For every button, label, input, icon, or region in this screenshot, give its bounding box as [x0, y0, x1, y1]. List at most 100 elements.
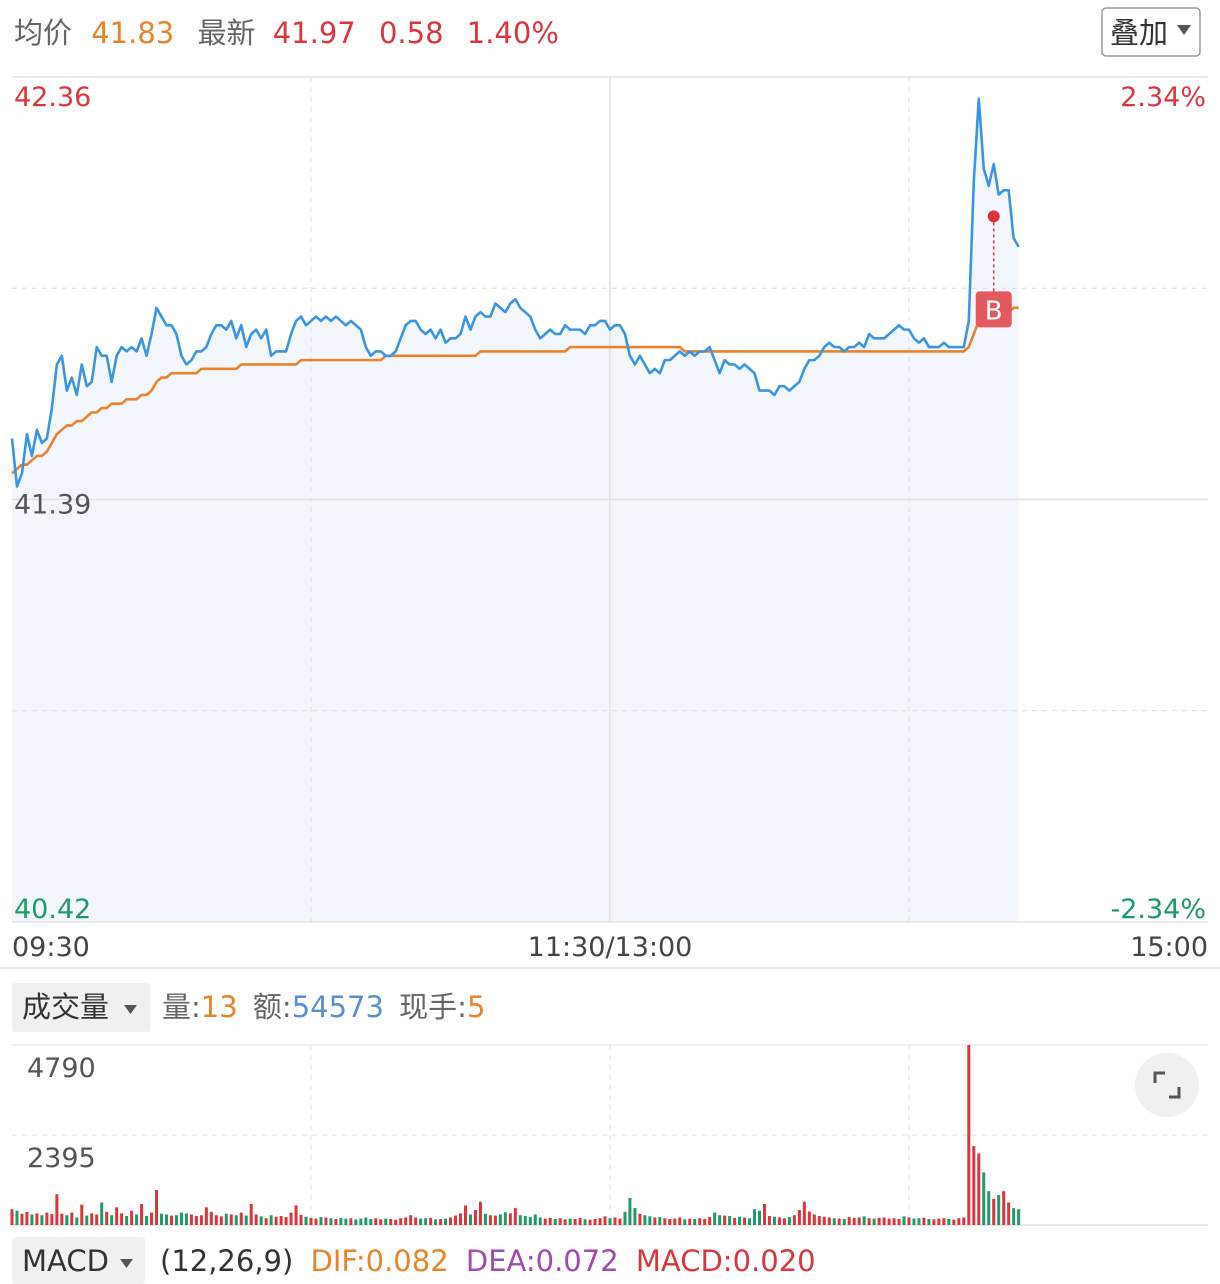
volume-bar [45, 1212, 49, 1225]
volume-bar [982, 1172, 986, 1225]
volume-bar [493, 1215, 497, 1225]
volume-bar [648, 1216, 652, 1225]
volume-bar [324, 1217, 328, 1225]
volume-bar [439, 1218, 443, 1225]
volume-bar [603, 1216, 607, 1225]
volume-bar [558, 1218, 562, 1225]
volume-bar [822, 1216, 826, 1225]
volume-bar [259, 1216, 263, 1225]
volume-bar [738, 1216, 742, 1225]
volume-bar [224, 1213, 228, 1225]
x-tick-label: 09:30 [12, 932, 90, 963]
volume-bar [374, 1218, 378, 1225]
volume-bar [907, 1217, 911, 1225]
volume-bar [1017, 1209, 1021, 1225]
volume-bar [244, 1215, 248, 1225]
volume-bar [299, 1214, 303, 1225]
volume-bar [872, 1218, 876, 1225]
price-line [10, 97, 1020, 488]
volume-bar [758, 1210, 761, 1225]
volume-bar [10, 1209, 14, 1225]
y2-tick-label: -2.34% [1110, 894, 1206, 925]
stat-label: 量: [162, 990, 201, 1024]
volume-bar [329, 1218, 333, 1225]
volume-bar [274, 1216, 278, 1225]
volume-bar [887, 1218, 891, 1225]
avg-label: 均价 [14, 16, 72, 50]
volume-bar [164, 1214, 168, 1225]
volume-bar [663, 1218, 667, 1225]
volume-bar [219, 1216, 223, 1225]
volume-bar [618, 1218, 622, 1225]
volume-bar [743, 1217, 747, 1225]
volume-bar [209, 1211, 213, 1225]
volume-bar [419, 1218, 423, 1225]
volume-bar [613, 1217, 617, 1225]
volume-bar [952, 1219, 956, 1225]
button-bg [1135, 1053, 1199, 1117]
volume-bar [90, 1213, 94, 1225]
volume-bar [862, 1216, 866, 1225]
volume-bar [553, 1218, 557, 1225]
volume-bar [997, 1194, 1001, 1225]
volume-bar [728, 1215, 732, 1225]
volume-bar [967, 1045, 971, 1225]
volume-bar [713, 1212, 717, 1225]
volume-bar [169, 1215, 173, 1225]
volume-bar [389, 1218, 393, 1225]
volume-bar [379, 1219, 383, 1225]
volume-bar [593, 1218, 597, 1225]
volume-bar [294, 1205, 298, 1225]
volume-bar [204, 1207, 208, 1225]
volume-bar [384, 1218, 388, 1225]
volume-bar [533, 1214, 537, 1225]
volume-bar [214, 1215, 218, 1225]
volume-bar [882, 1217, 886, 1225]
volume-bar [194, 1215, 198, 1225]
volume-bar [344, 1218, 348, 1225]
volume-bar [753, 1209, 757, 1225]
quote-header: 均价 41.83 最新 41.97 0.58 1.40% [14, 16, 559, 50]
price-area [12, 98, 1019, 923]
volume-bar [723, 1215, 727, 1225]
volume-bar [957, 1218, 961, 1225]
volume-bar [578, 1217, 582, 1225]
selector-bg [12, 1237, 145, 1284]
volume-bar [683, 1219, 687, 1225]
volume-bar [927, 1218, 931, 1225]
volume-bar [698, 1218, 702, 1225]
y-tick-label: 41.39 [14, 490, 91, 521]
volume-selector[interactable]: 成交量 [12, 983, 150, 1032]
volume-bar [354, 1219, 358, 1225]
volume-bar [404, 1217, 408, 1225]
volume-bar [583, 1219, 587, 1225]
volume-bar [802, 1201, 806, 1225]
volume-bar [369, 1218, 373, 1225]
expand-button[interactable] [1135, 1053, 1199, 1117]
price-chart: 40.42 41.39 42.36 -2.34% 2.34% 09:30 11:30/13:… [10, 76, 1208, 963]
volume-bar [50, 1214, 54, 1225]
volume-bar [279, 1215, 283, 1225]
volume-bar [897, 1218, 901, 1225]
volume-bar [359, 1218, 363, 1225]
y-tick-label: 42.36 [14, 82, 91, 113]
volume-bar [523, 1215, 527, 1225]
volume-bar [15, 1210, 19, 1225]
volume-bar [1007, 1202, 1011, 1225]
stat-label: 现手: [399, 990, 467, 1024]
volume-chart: 2395 4790 [10, 1044, 1208, 1226]
volume-bar [444, 1218, 448, 1225]
volume-bar [95, 1214, 99, 1225]
volume-bar [429, 1217, 433, 1225]
volume-bar [199, 1215, 203, 1225]
indicator-selector[interactable]: MACD [12, 1237, 145, 1284]
volume-bar [409, 1215, 413, 1225]
change-pct: 1.40% [467, 16, 559, 50]
overlay-button[interactable]: 叠加 [1101, 7, 1201, 57]
y2-tick-label: 2.34% [1120, 82, 1206, 113]
volume-bar [239, 1212, 243, 1225]
avg-price: 41.83 [91, 16, 174, 50]
volume-bar [488, 1215, 492, 1225]
volume-bar [847, 1217, 851, 1225]
macd: MACD:0.020 [636, 1244, 816, 1278]
